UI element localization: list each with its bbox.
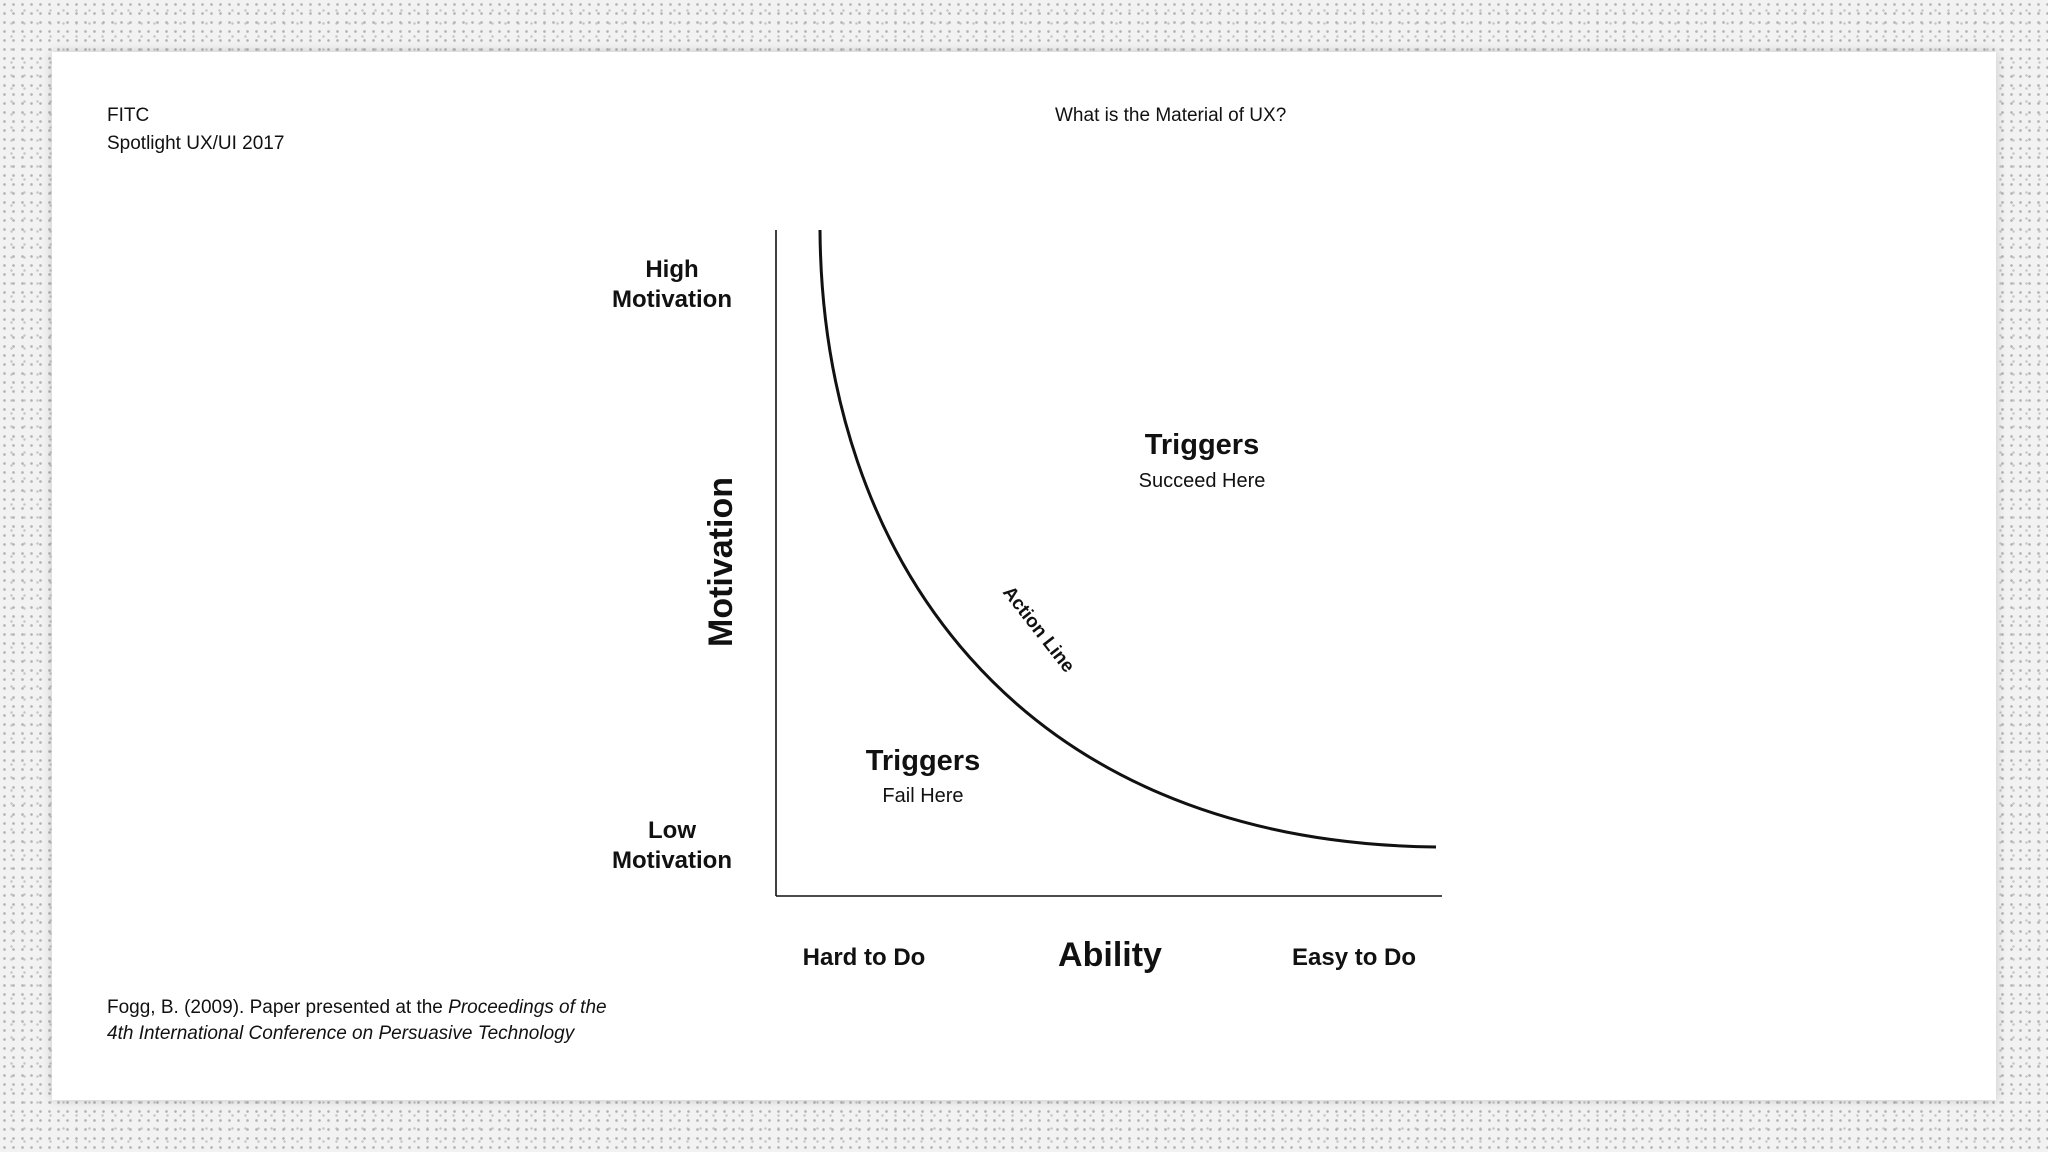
fail-region-subtitle: Fail Here — [882, 785, 963, 807]
fail-region-title: Triggers — [866, 745, 980, 777]
citation-plain: Fogg, B. (2009). Paper presented at the — [107, 997, 449, 1018]
presentation-title: What is the Material of UX? — [1055, 105, 1287, 126]
action-line-curve — [818, 229, 1437, 849]
y-low-label-line1: Low — [648, 817, 696, 844]
header-left: FITC Spotlight UX/UI 2017 — [107, 102, 284, 158]
fogg-behavior-diagram: Action Line High Motivation Motivation L… — [612, 229, 1442, 974]
y-high-label-line1: High — [645, 256, 698, 283]
x-left-label: Hard to Do — [803, 944, 926, 971]
succeed-region-subtitle: Succeed Here — [1139, 470, 1266, 492]
y-low-label-line2: Motivation — [612, 847, 732, 874]
citation: Fogg, B. (2009). Paper presented at the … — [107, 995, 607, 1047]
x-right-label: Easy to Do — [1292, 944, 1416, 971]
x-axis-title: Ability — [1058, 936, 1162, 974]
succeed-region-title: Triggers — [1145, 429, 1259, 461]
org-name: FITC — [107, 105, 150, 126]
y-high-label-line2: Motivation — [612, 286, 732, 313]
slide: FITC Spotlight UX/UI 2017 What is the Ma… — [52, 52, 1996, 1100]
action-line-label: Action Line — [998, 582, 1078, 676]
citation-italic-2: 4th International Conference on Persuasi… — [107, 1023, 575, 1044]
event-name: Spotlight UX/UI 2017 — [107, 133, 285, 154]
citation-line2: 4th International Conference on Persuasi… — [107, 1021, 607, 1047]
y-axis-title: Motivation — [702, 477, 740, 647]
citation-line1: Fogg, B. (2009). Paper presented at the … — [107, 995, 607, 1021]
citation-italic-1: Proceedings of the — [448, 997, 607, 1018]
